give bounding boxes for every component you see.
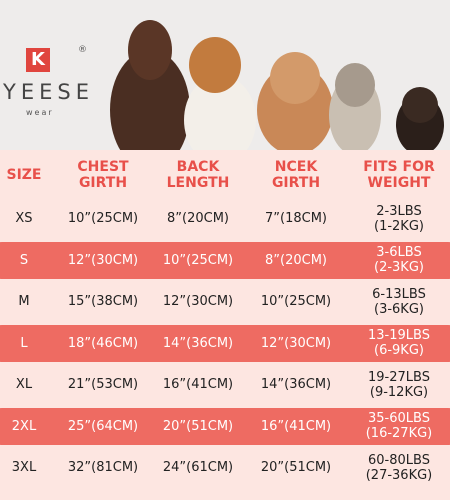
table-cell: 25”(64CM) xyxy=(67,418,139,434)
header-cell: BACK LENGTH xyxy=(166,159,230,191)
weight-cell: 2-3LBS (1-2KG) xyxy=(348,198,450,240)
hero-photo: K ® YEESE wear xyxy=(0,0,450,150)
row-band xyxy=(0,241,450,279)
table-cell: 8”(20CM) xyxy=(265,252,327,268)
logo: K xyxy=(26,48,50,72)
table-cell: 32”(81CM) xyxy=(67,460,139,476)
header-cell: NCEK GIRTH xyxy=(271,159,321,191)
table-cell: 3XL xyxy=(11,460,37,476)
table-cell: 20”(51CM) xyxy=(260,460,332,476)
weight-kg: (9-12KG) xyxy=(369,384,429,400)
header-cell: CHEST GIRTH xyxy=(77,159,129,191)
weight-cell: 6-13LBS (3-6KG) xyxy=(348,281,450,323)
table-cell: 12”(30CM) xyxy=(260,335,332,351)
table-cell: 24”(61CM) xyxy=(162,460,234,476)
table-row: S 12”(30CM) 10”(25CM) 8”(20CM) 3-6LBS (2-3KG) xyxy=(0,240,450,282)
table-cell: 15”(38CM) xyxy=(67,294,139,310)
weight-kg: (16-27KG) xyxy=(365,426,433,442)
table-cell: 8”(20CM) xyxy=(167,211,229,227)
weight-lbs: 2-3LBS xyxy=(376,203,422,219)
table-cell: 10”(25CM) xyxy=(162,252,234,268)
weight-cell: 19-27LBS (9-12KG) xyxy=(348,364,450,406)
table-cell: 16”(41CM) xyxy=(260,418,332,434)
weight-kg: (2-3KG) xyxy=(374,260,424,276)
table-cell: 20”(51CM) xyxy=(162,418,234,434)
table-row: XL 21”(53CM) 16”(41CM) 14”(36CM) 19-27LBS (9-… xyxy=(0,364,450,406)
table-cell: 21”(53CM) xyxy=(67,377,139,393)
table-cell: 7”(18CM) xyxy=(265,211,327,227)
table-row: XS 10”(25CM) 8”(20CM) 7”(18CM) 2-3LBS (1-2KG) xyxy=(0,198,450,240)
weight-lbs: 19-27LBS xyxy=(368,369,430,385)
weight-cell: 60-80LBS (27-36KG) xyxy=(348,447,450,489)
row-band xyxy=(0,324,450,362)
table-cell: 12”(30CM) xyxy=(67,252,139,268)
weight-cell: 35-60LBS (16-27KG) xyxy=(348,406,450,448)
table-cell: XS xyxy=(15,211,33,227)
table-cell: 2XL xyxy=(11,418,37,434)
brand-name: YEESE xyxy=(3,80,94,104)
registered-mark: ® xyxy=(78,45,87,55)
table-cell: 16”(41CM) xyxy=(162,377,234,393)
table-cell: 14”(36CM) xyxy=(260,377,332,393)
size-table: SIZE CHEST GIRTH BACK LENGTH NCEK GIRTH FITS… xyxy=(0,150,450,500)
table-cell: 10”(25CM) xyxy=(260,294,332,310)
table-cell: 18”(46CM) xyxy=(67,335,139,351)
table-cell: 12”(30CM) xyxy=(162,294,234,310)
table-cell: XL xyxy=(15,377,33,393)
weight-lbs: 35-60LBS xyxy=(368,411,430,427)
table-row: L 18”(46CM) 14”(36CM) 12”(30CM) 13-19LBS (6-9… xyxy=(0,323,450,365)
header-cell: SIZE xyxy=(6,167,42,183)
weight-kg: (3-6KG) xyxy=(374,301,424,317)
weight-lbs: 3-6LBS xyxy=(376,245,422,261)
header-cell: FITS FOR WEIGHT xyxy=(363,159,435,191)
weight-kg: (1-2KG) xyxy=(374,218,424,234)
weight-kg: (27-36KG) xyxy=(365,467,433,483)
weight-kg: (6-9KG) xyxy=(374,343,424,359)
dogs-illustration xyxy=(110,20,444,150)
weight-cell: 3-6LBS (2-3KG) xyxy=(348,240,450,282)
table-cell: L xyxy=(20,335,28,351)
table-row: 3XL 32”(81CM) 24”(61CM) 20”(51CM) 60-80LBS (2… xyxy=(0,447,450,489)
brand-sub: wear xyxy=(26,108,54,117)
weight-lbs: 6-13LBS xyxy=(372,286,426,302)
weight-cell: 13-19LBS (6-9KG) xyxy=(348,323,450,365)
header-row: SIZE CHEST GIRTH BACK LENGTH NCEK GIRTH FITS… xyxy=(0,150,450,200)
table-cell: S xyxy=(19,252,29,268)
weight-lbs: 13-19LBS xyxy=(368,328,430,344)
table-row: M 15”(38CM) 12”(30CM) 10”(25CM) 6-13LBS (3-6K… xyxy=(0,281,450,323)
table-cell: 10”(25CM) xyxy=(67,211,139,227)
table-cell: M xyxy=(18,294,30,310)
weight-lbs: 60-80LBS xyxy=(368,452,430,468)
table-cell: 14”(36CM) xyxy=(162,335,234,351)
table-row: 2XL 25”(64CM) 20”(51CM) 16”(41CM) 35-60LBS (1… xyxy=(0,406,450,448)
row-band xyxy=(0,407,450,445)
